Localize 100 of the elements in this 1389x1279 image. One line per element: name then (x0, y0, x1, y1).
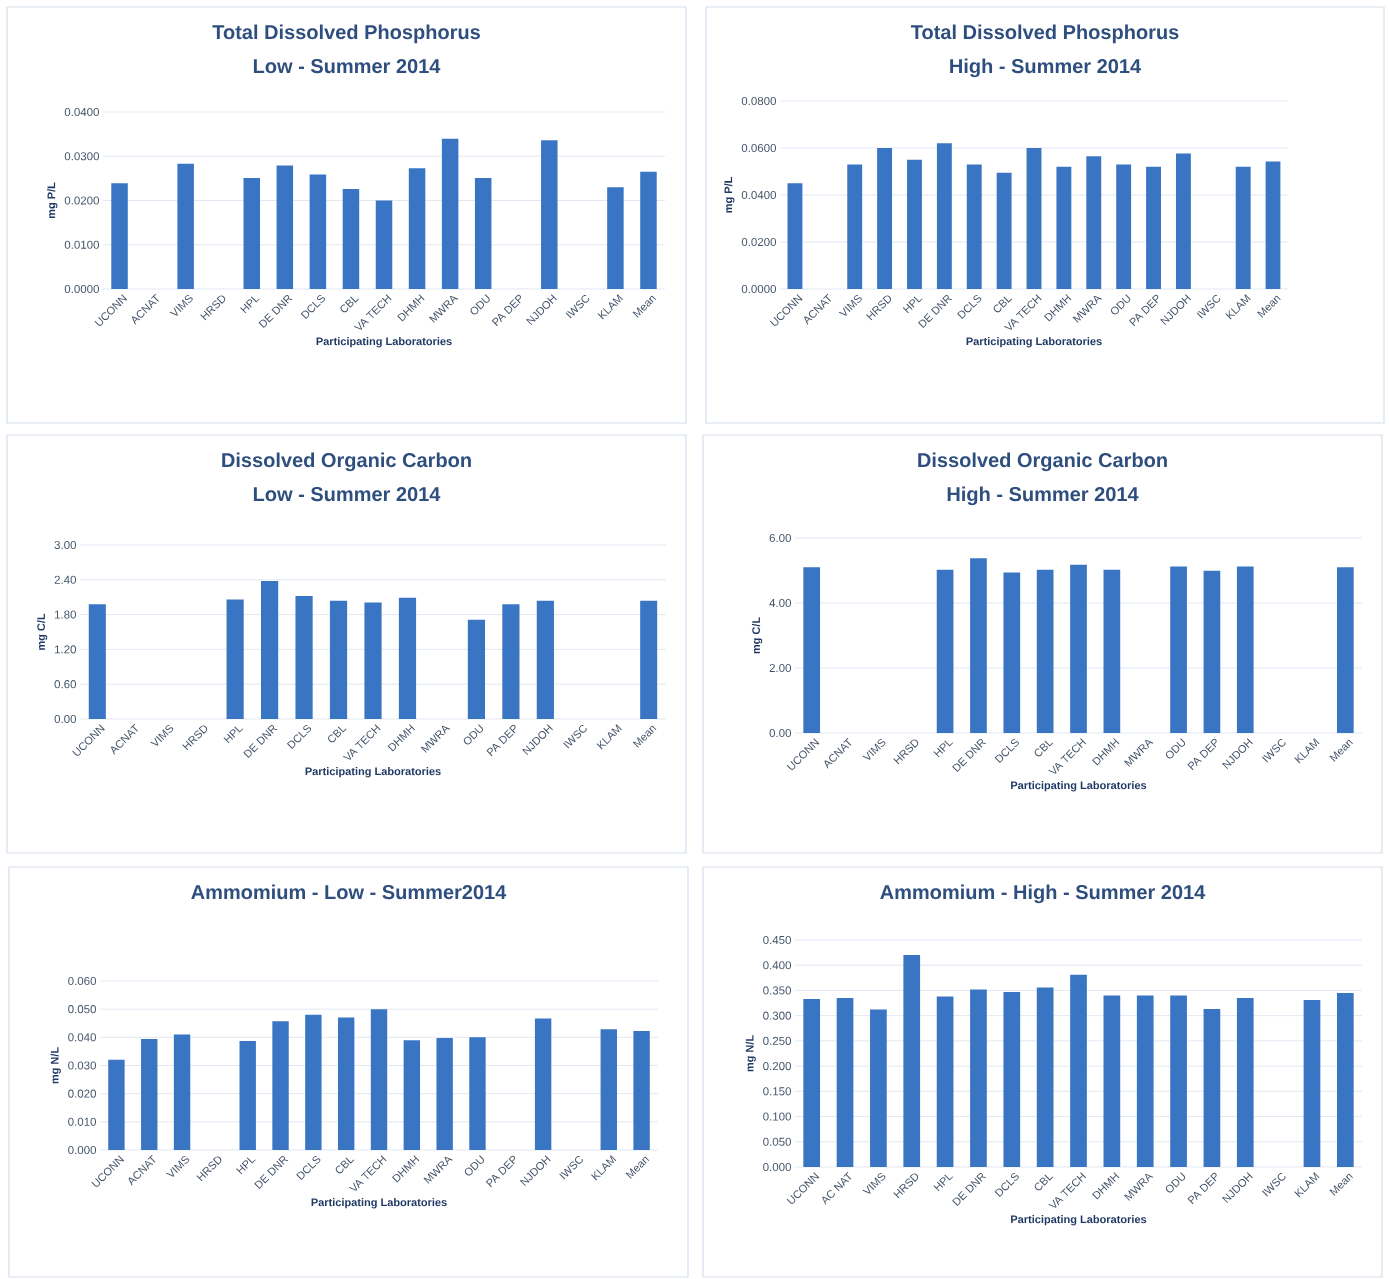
x-axis-title: Participating Laboratories (316, 337, 452, 348)
bar (111, 183, 128, 289)
x-tick-label: CBL (1034, 1174, 1054, 1191)
bar (836, 998, 854, 1167)
chart-subtitle: Low - Summer 2014 (253, 59, 441, 74)
y-tick-label: 0.60 (54, 680, 77, 689)
x-tick-label: HPL (223, 726, 244, 744)
bar (403, 1040, 421, 1150)
y-tick-label: 0.0800 (741, 96, 777, 106)
y-tick-label: 0.0300 (64, 152, 100, 161)
bar (272, 1021, 289, 1150)
y-tick-label: 0.0400 (64, 107, 100, 117)
chart-subtitle: High - Summer 2014 (950, 58, 1142, 78)
y-tick-label: 0.0600 (741, 143, 777, 153)
bar (141, 1039, 158, 1150)
y-tick-label: 0.050 (763, 1137, 792, 1146)
bar (309, 174, 327, 289)
y-tick-label: 0.150 (763, 1087, 792, 1096)
bar (640, 171, 657, 289)
y-tick-label: 0.020 (68, 1089, 97, 1098)
bar (536, 600, 554, 719)
x-tick-label: HPL (933, 740, 954, 758)
y-tick-label: 6.00 (769, 533, 792, 543)
x-axis-title: Participating Laboratories (1011, 781, 1147, 792)
bar (1303, 1000, 1321, 1167)
bar (1170, 995, 1187, 1167)
chart-title: Total Dissolved Phosphorus (212, 24, 480, 44)
y-tick-label: 0.450 (763, 935, 792, 945)
bar (239, 1040, 256, 1150)
bar (1203, 1009, 1221, 1167)
bar (803, 999, 821, 1167)
bar (541, 140, 558, 289)
x-tick-label: CBL (1034, 740, 1054, 757)
x-axis-title: Participating Laboratories (305, 767, 441, 778)
bar (1236, 998, 1254, 1167)
bar (1116, 164, 1132, 289)
bar (936, 143, 952, 289)
y-tick-label: 2.40 (54, 575, 77, 584)
bar (966, 164, 982, 289)
bar (329, 600, 348, 719)
bar (1336, 992, 1354, 1167)
y-tick-label: 0.350 (763, 986, 792, 995)
bar (370, 1009, 388, 1150)
bar (1146, 166, 1161, 289)
x-tick-label: HPL (240, 296, 260, 314)
chart-title: Dissolved Organic Carbon (222, 452, 471, 472)
y-tick-label: 4.00 (769, 598, 792, 608)
bar (640, 600, 658, 719)
bar (1003, 991, 1021, 1167)
y-tick-label: 0.00 (54, 714, 77, 724)
x-tick-label: HPL (902, 296, 923, 314)
bar (467, 619, 486, 719)
bar (375, 200, 393, 289)
y-tick-label: 0.00 (769, 728, 792, 738)
y-tick-label: 0.000 (763, 1162, 792, 1172)
chart-title: Total Dissolved Phosphorus (910, 24, 1179, 44)
bar (600, 1029, 617, 1150)
y-axis-title: mg N/L (745, 1035, 756, 1072)
bar (607, 187, 624, 289)
bar (870, 1009, 887, 1167)
y-axis-title: mg C/L (36, 613, 48, 650)
x-tick-label: CBL (335, 1157, 355, 1174)
bar (1086, 156, 1102, 289)
bar (441, 138, 459, 289)
x-axis-title: Participating Laboratories (966, 337, 1102, 348)
bar (1070, 974, 1087, 1167)
bar (243, 177, 261, 289)
y-tick-label: 0.400 (763, 961, 792, 970)
bar (907, 159, 922, 289)
bar (1235, 166, 1251, 289)
chart-subtitle: High - Summer 2014 (947, 486, 1139, 506)
y-tick-label: 0.040 (68, 1033, 97, 1042)
bar (305, 1014, 322, 1150)
bar (787, 183, 803, 289)
chart-subtitle: Low - Summer 2014 (253, 487, 441, 502)
y-tick-label: 0.300 (763, 1011, 792, 1020)
bar (469, 1037, 486, 1150)
bar (226, 599, 244, 719)
bar (408, 168, 426, 289)
y-tick-label: 0.0200 (741, 237, 777, 247)
y-tick-label: 0.050 (68, 1005, 97, 1014)
bar (1026, 147, 1042, 289)
bar (1036, 987, 1054, 1167)
y-axis-title: mg P/L (724, 177, 735, 213)
x-tick-label: CBL (328, 726, 347, 743)
x-axis-title: Participating Laboratories (311, 1198, 447, 1209)
bar (108, 1059, 125, 1150)
y-tick-label: 0.000 (68, 1145, 97, 1155)
x-tick-label: CBL (340, 296, 359, 313)
bar (474, 177, 492, 289)
bar (173, 1034, 191, 1150)
bar (1103, 995, 1121, 1167)
x-tick-label: HPL (933, 1174, 954, 1192)
x-tick-label: CBL (993, 296, 1013, 313)
bar (970, 989, 987, 1167)
bar (996, 172, 1012, 289)
y-tick-label: 0.200 (763, 1062, 792, 1071)
bar (88, 604, 106, 719)
y-tick-label: 0.100 (763, 1112, 792, 1121)
y-tick-label: 0.030 (68, 1061, 97, 1070)
